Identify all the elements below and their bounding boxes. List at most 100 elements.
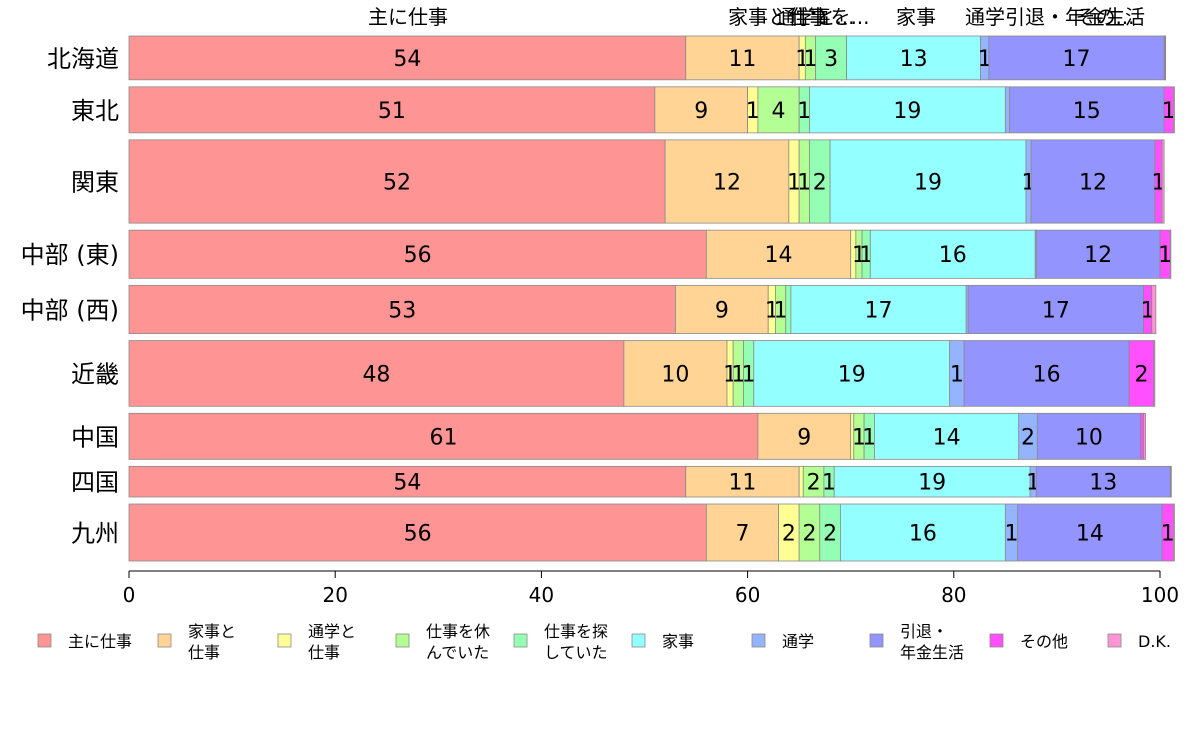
bar-segment [798, 465, 804, 498]
bar-segment [128, 503, 707, 562]
legend-item-5: 家事 [631, 632, 694, 651]
bar-segment [623, 340, 728, 407]
bar-value-label: 10 [1075, 425, 1103, 450]
bar-value-label: 14 [933, 425, 961, 450]
bar-segment [757, 86, 800, 134]
category-label: 関東 [71, 168, 119, 196]
legend-item-0: 主に仕事 [37, 632, 132, 651]
bar-value-label: 54 [393, 471, 421, 496]
bar-segment [1151, 284, 1157, 334]
legend-label: 家事 [662, 632, 694, 651]
bar-value-label: 2 [782, 522, 796, 547]
bar-segment [1143, 412, 1146, 460]
legend-item-8: その他 [989, 632, 1068, 651]
bar-value-label: 17 [1062, 47, 1090, 72]
bar-value-label: 9 [715, 298, 729, 323]
bar-segment [654, 86, 748, 134]
bar-value-label: 19 [914, 170, 942, 195]
top-label-2: 通学と... [775, 5, 854, 29]
x-tick-label: 20 [322, 583, 347, 607]
bar-row-2: 52 12 11 2 19 1 12 1 [128, 139, 1165, 224]
bar-value-label: 10 [661, 362, 689, 387]
legend-swatch [277, 633, 292, 648]
legend-item-7: 引退・年金生活 [869, 622, 964, 662]
bar-value-label: 1 [950, 362, 964, 387]
bar-value-label: 9 [797, 425, 811, 450]
bar-segment [128, 284, 676, 334]
bar-segment [809, 86, 1006, 134]
legend-swatch [631, 633, 646, 648]
bar-segment [128, 229, 707, 279]
top-label-1: 家事と仕事 [728, 5, 828, 29]
bar-segment [128, 86, 656, 134]
category-label: 近畿 [71, 360, 119, 388]
bar-row-3: 56 14 11 16 12 1 [128, 229, 1172, 279]
bar-row-7: 54 11 2 1 19 1 13 [128, 465, 1172, 498]
bar-value-label: 17 [1042, 298, 1070, 323]
bar-segment [790, 284, 967, 334]
category-label: 北海道 [47, 45, 119, 73]
top-label-7: その... [1075, 5, 1134, 29]
legend-swatch [869, 633, 884, 648]
bar-value-label: 1 [797, 99, 811, 124]
bar-value-label: 54 [393, 47, 421, 72]
bar-segment [1153, 340, 1156, 407]
bar-segment [1004, 86, 1010, 134]
bar-segment [839, 503, 1006, 562]
bar-value-label: 2 [813, 170, 827, 195]
bar-value-label: 15 [1073, 99, 1101, 124]
legend-item-1: 家事と仕事 [157, 622, 236, 662]
legend-label: 引退・ [900, 622, 948, 641]
bar-value-label: 2 [823, 522, 837, 547]
x-tick-label: 60 [735, 583, 760, 607]
bar-segment [705, 229, 852, 279]
bar-segment [685, 465, 800, 498]
legend-swatch [1107, 633, 1122, 648]
x-tick-label: 100 [1141, 583, 1179, 607]
bar-value-label: 2 [802, 522, 816, 547]
bar-segment [1140, 412, 1144, 460]
bar-segment [1161, 139, 1165, 224]
legend-swatch [37, 633, 52, 648]
bar-value-label: 2 [1134, 362, 1148, 387]
bar-value-label: 13 [1089, 471, 1117, 496]
bar-segment [1169, 229, 1172, 279]
bar-value-label: 1 [1141, 298, 1155, 323]
bar-value-label: 16 [1033, 362, 1061, 387]
bar-value-label: 61 [429, 425, 457, 450]
legend-label: 仕事を休 [426, 622, 490, 641]
bar-value-label: 53 [388, 298, 416, 323]
bar-segment [1173, 86, 1175, 134]
bar-value-label: 1 [746, 99, 760, 124]
x-tick-label: 40 [529, 583, 554, 607]
bar-segment [963, 340, 1130, 407]
bar-value-label: 13 [900, 47, 928, 72]
legend-label: していた [544, 643, 608, 662]
legend-label: D.K. [1138, 632, 1171, 651]
bar-value-label: 14 [1076, 522, 1104, 547]
category-label: 九州 [71, 520, 119, 548]
legend-swatch [157, 633, 172, 648]
bar-value-label: 1 [1161, 522, 1175, 547]
bar-value-label: 52 [383, 170, 411, 195]
bar-value-label: 19 [918, 471, 946, 496]
bar-segment [833, 465, 1031, 498]
bar-value-label: 1 [862, 425, 876, 450]
bar-value-label: 12 [1079, 170, 1107, 195]
bar-value-label: 9 [694, 99, 708, 124]
legend-label: 仕事を探 [544, 622, 608, 641]
bar-segment [874, 412, 1020, 460]
bar-value-label: 56 [404, 522, 432, 547]
bar-row-4: 53 9 11 17 17 1 [128, 284, 1157, 334]
legend-label: 年金生活 [900, 643, 964, 662]
bar-segment [846, 35, 982, 81]
bar-value-label: 1 [797, 170, 811, 195]
legend-swatch [395, 633, 410, 648]
legend-label: 家事と [188, 622, 236, 641]
category-label: 中国 [71, 423, 119, 451]
bar-segment [1164, 35, 1167, 81]
legend-label: 仕事 [188, 643, 220, 662]
bar-segment [685, 35, 800, 81]
